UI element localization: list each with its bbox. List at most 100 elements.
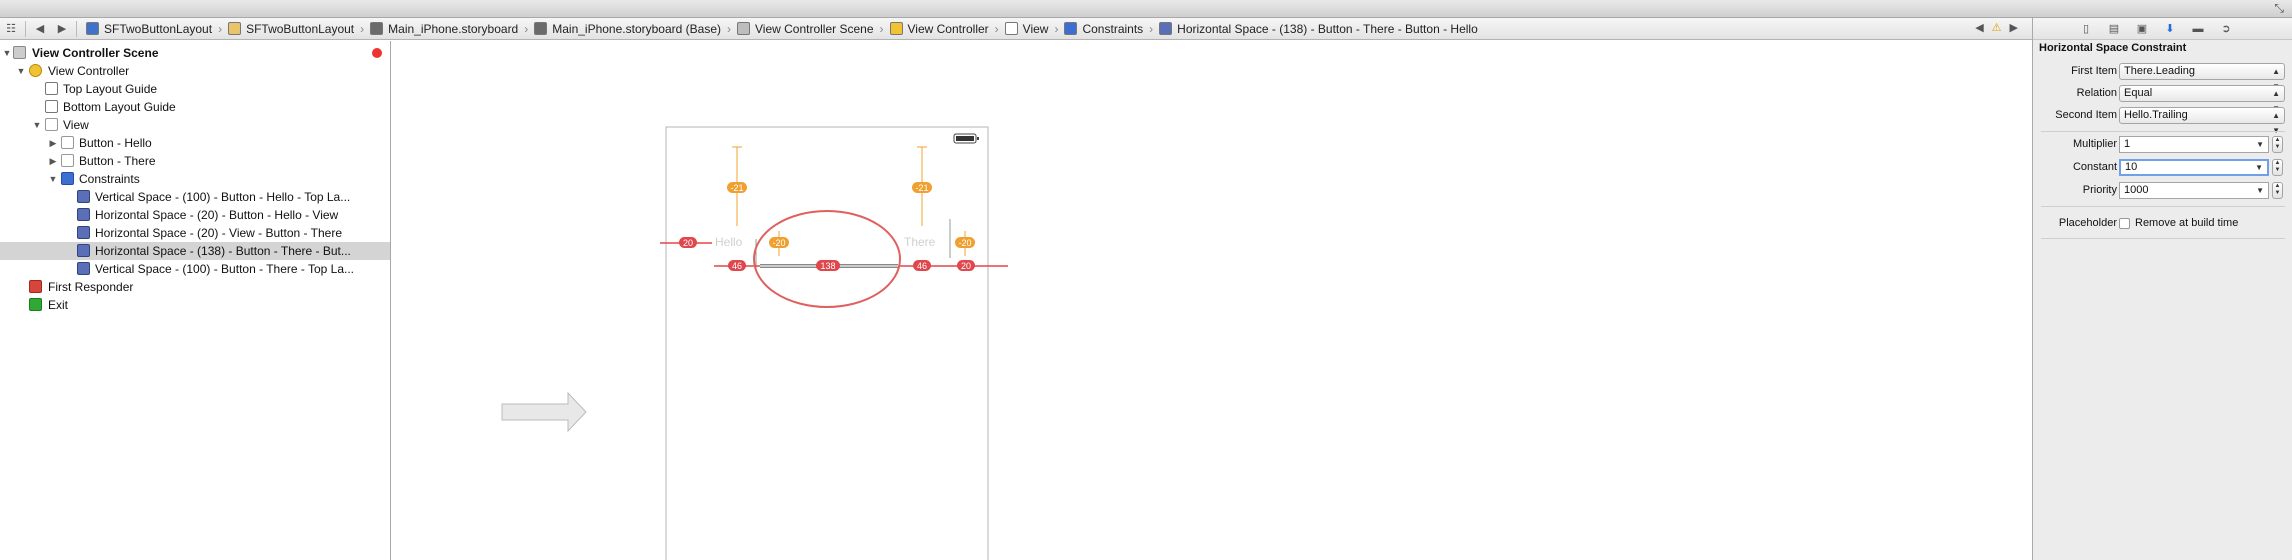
constant-badge-there-top[interactable]: -21	[912, 182, 932, 193]
layout-guide-icon	[45, 100, 58, 113]
second-item-popup[interactable]: Hello.Trailing ▲▼	[2119, 107, 2285, 135]
file-inspector-icon[interactable]: ▯	[2082, 23, 2090, 35]
badge-label: 20	[683, 238, 693, 248]
disclosure-triangle-icon[interactable]: ▼	[48, 174, 58, 184]
hello-button[interactable]: Hello	[715, 235, 743, 249]
constant-badge-hello-top[interactable]: -21	[727, 182, 747, 193]
outline-label: View	[63, 118, 89, 132]
breadcrumb-label: SFTwoButtonLayout	[104, 21, 213, 36]
combo-arrow-icon[interactable]: ▼	[2256, 186, 2264, 195]
remove-at-build-time-checkbox[interactable]	[2119, 218, 2130, 229]
outline-row-button-hello[interactable]: ▶ Button - Hello	[0, 134, 390, 152]
priority-combo[interactable]: 1000 ▼	[2119, 182, 2269, 199]
first-responder-icon	[29, 280, 42, 293]
breadcrumb-label: Main_iPhone.storyboard	[388, 21, 519, 36]
badge-label: 46	[917, 261, 927, 271]
warning-icon[interactable]: ⚠	[1991, 22, 2002, 34]
constant-badge-center[interactable]: 138	[816, 260, 840, 271]
constant-badge-there-line[interactable]: 46	[913, 260, 931, 271]
outline-row-constraint-selected[interactable]: Horizontal Space - (138) - Button - Ther…	[0, 242, 390, 260]
quick-help-icon[interactable]: ▤	[2108, 23, 2120, 35]
disclosure-triangle-icon[interactable]: ▼	[2, 48, 12, 58]
multiplier-stepper[interactable]: ▲ ▼	[2272, 136, 2283, 153]
outline-row-constraint[interactable]: Vertical Space - (100) - Button - There …	[0, 260, 390, 278]
disclosure-triangle-icon[interactable]: ▼	[16, 66, 26, 76]
next-issue-icon[interactable]: ▶	[2009, 22, 2018, 34]
view-controller-icon	[29, 64, 42, 77]
forward-arrow-icon[interactable]: ▶	[57, 23, 67, 35]
constraint-icon	[77, 208, 90, 221]
inspector-panel: ▯ ▤ ▣ ⬇ ▬ ➲ Horizontal Space Constraint …	[2032, 18, 2292, 560]
badge-label: -20	[958, 238, 971, 248]
inspector-tabs: ▯ ▤ ▣ ⬇ ▬ ➲	[2033, 18, 2292, 40]
breadcrumb-item[interactable]: View Controller Scene ›	[731, 22, 884, 36]
constant-badge-hello-mid[interactable]: -20	[769, 237, 789, 248]
disclosure-triangle-icon[interactable]: ▼	[32, 120, 42, 130]
outline-row-first-responder[interactable]: First Responder	[0, 278, 390, 296]
size-inspector-icon[interactable]: ▬	[2192, 22, 2204, 35]
related-items-icon[interactable]: ☷	[6, 23, 16, 35]
connections-inspector-icon[interactable]: ➲	[2221, 23, 2231, 35]
previous-issue-icon[interactable]: ◀	[1975, 22, 1984, 34]
button-icon	[61, 154, 74, 167]
storyboard-canvas[interactable]: Hello There 20 -21 -21	[392, 41, 2032, 560]
identity-inspector-icon[interactable]: ▣	[2136, 23, 2148, 35]
outline-row-top-layout-guide[interactable]: Top Layout Guide	[0, 80, 390, 98]
priority-stepper[interactable]: ▲ ▼	[2272, 182, 2283, 199]
constant-badge-hello-line[interactable]: 46	[728, 260, 746, 271]
outline-row-scene[interactable]: ▼ View Controller Scene	[0, 44, 390, 62]
combo-arrow-icon[interactable]: ▼	[2255, 163, 2263, 172]
outline-label: Top Layout Guide	[63, 82, 158, 96]
issue-navigation: ◀ ⚠ ▶	[1975, 21, 2018, 34]
constant-field: Constant 10 ▼ ▲ ▼	[2033, 158, 2292, 178]
highlight-circle	[753, 210, 901, 308]
breadcrumb-item[interactable]: SFTwoButtonLayout ›	[80, 22, 222, 36]
breadcrumb-label: Constraints	[1082, 21, 1144, 36]
breadcrumb-item[interactable]: View ›	[999, 22, 1058, 36]
jump-bar: ☷ ◀ ▶ SFTwoButtonLayout › SFTwoButtonLayou…	[0, 18, 2032, 40]
disclosure-triangle-icon[interactable]: ▶	[49, 138, 57, 148]
constant-badge-there-mid[interactable]: -20	[955, 237, 975, 248]
window-title-strip: ⤡	[0, 0, 2292, 18]
breadcrumb-item[interactable]: Constraints ›	[1058, 22, 1153, 36]
popup-arrow-icon: ▲▼	[2272, 111, 2280, 135]
error-icon[interactable]	[372, 48, 382, 58]
constraints-icon	[61, 172, 74, 185]
outline-row-view[interactable]: ▼ View	[0, 116, 390, 134]
constant-badge-right[interactable]: 20	[957, 260, 975, 271]
combo-value: 1000	[2124, 184, 2149, 196]
relation-field: Relation Equal▲▼	[2033, 84, 2292, 113]
combo-arrow-icon[interactable]: ▼	[2256, 140, 2264, 149]
constant-stepper[interactable]: ▲ ▼	[2272, 159, 2283, 176]
outline-row-constraint[interactable]: Vertical Space - (100) - Button - Hello …	[0, 188, 390, 206]
back-arrow-icon[interactable]: ◀	[35, 23, 45, 35]
breadcrumb-item[interactable]: SFTwoButtonLayout ›	[222, 22, 364, 36]
outline-row-constraints[interactable]: ▼ Constraints	[0, 170, 390, 188]
outline-row-constraint[interactable]: Horizontal Space - (20) - Button - Hello…	[0, 206, 390, 224]
outline-label: Vertical Space - (100) - Button - There …	[95, 262, 355, 276]
relation-popup[interactable]: Equal▲▼	[2119, 85, 2285, 113]
iphone-view-frame[interactable]	[665, 126, 989, 560]
scene-icon	[737, 22, 750, 35]
outline-row-view-controller[interactable]: ▼ View Controller	[0, 62, 390, 80]
first-item-popup[interactable]: There.Leading▲▼	[2119, 63, 2285, 91]
breadcrumb-label: View Controller	[907, 21, 989, 36]
breadcrumb-item[interactable]: Main_iPhone.storyboard (Base) ›	[528, 22, 731, 36]
constant-combo[interactable]: 10 ▼	[2119, 159, 2269, 176]
there-button[interactable]: There	[904, 235, 936, 249]
outline-row-bottom-layout-guide[interactable]: Bottom Layout Guide	[0, 98, 390, 116]
outline-row-constraint[interactable]: Horizontal Space - (20) - View - Button …	[0, 224, 390, 242]
outline-label: Horizontal Space - (138) - Button - Ther…	[95, 244, 351, 258]
combo-value: 1	[2124, 138, 2131, 150]
breadcrumb-item[interactable]: Main_iPhone.storyboard ›	[364, 22, 528, 36]
breadcrumb-item[interactable]: Horizontal Space - (138) - Button - Ther…	[1153, 22, 1478, 36]
outline-row-exit[interactable]: Exit	[0, 296, 390, 314]
constant-badge-left[interactable]: 20	[679, 237, 697, 248]
multiplier-combo[interactable]: 1 ▼	[2119, 136, 2269, 153]
outline-row-button-there[interactable]: ▶ Button - There	[0, 152, 390, 170]
attributes-inspector-icon[interactable]: ⬇	[2165, 23, 2175, 35]
breadcrumb-item[interactable]: View Controller ›	[884, 22, 999, 36]
resize-corner-icon[interactable]: ⤡	[2274, 1, 2284, 15]
disclosure-triangle-icon[interactable]: ▶	[49, 156, 57, 166]
project-icon	[86, 22, 99, 35]
